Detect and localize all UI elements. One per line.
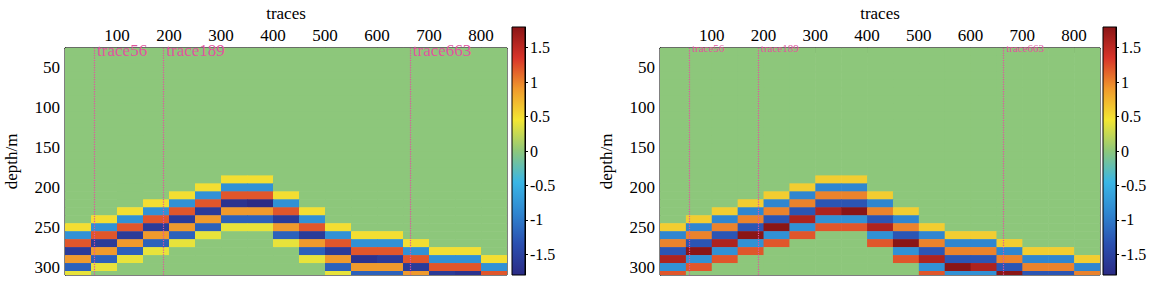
svg-text:150: 150 [630, 138, 656, 157]
svg-text:400: 400 [260, 26, 286, 45]
svg-text:-0.5: -0.5 [530, 177, 555, 194]
svg-text:1.5: 1.5 [530, 39, 550, 56]
svg-text:800: 800 [1061, 26, 1087, 45]
svg-text:-1.5: -1.5 [530, 246, 555, 263]
svg-text:300: 300 [208, 25, 234, 45]
svg-text:depth/m: depth/m [2, 134, 21, 190]
svg-text:trace189: trace189 [761, 42, 799, 54]
svg-text:400: 400 [854, 26, 880, 45]
svg-text:0: 0 [1121, 143, 1129, 160]
svg-text:300: 300 [630, 258, 656, 277]
svg-text:150: 150 [35, 138, 61, 157]
svg-text:300: 300 [35, 258, 61, 277]
svg-text:1: 1 [530, 74, 538, 91]
svg-text:traces: traces [266, 4, 306, 23]
svg-text:traces: traces [860, 4, 900, 23]
svg-text:1: 1 [1121, 74, 1129, 91]
svg-text:depth/m: depth/m [597, 134, 616, 190]
svg-text:-1: -1 [530, 211, 543, 228]
svg-text:trace663: trace663 [1006, 42, 1044, 54]
svg-text:600: 600 [364, 26, 390, 45]
svg-text:800: 800 [468, 26, 494, 45]
svg-text:250: 250 [35, 218, 61, 237]
svg-text:100: 100 [699, 25, 725, 45]
svg-text:200: 200 [630, 178, 656, 197]
svg-text:200: 200 [750, 25, 777, 45]
svg-text:0: 0 [530, 143, 538, 160]
svg-text:-0.5: -0.5 [1121, 177, 1146, 194]
svg-text:50: 50 [638, 58, 655, 77]
svg-text:0.5: 0.5 [1121, 108, 1141, 125]
svg-text:50: 50 [43, 58, 60, 77]
svg-text:200: 200 [156, 25, 182, 45]
svg-text:700: 700 [416, 25, 442, 45]
svg-text:300: 300 [803, 26, 829, 45]
svg-text:100: 100 [35, 98, 61, 117]
svg-text:700: 700 [1009, 25, 1036, 45]
svg-text:100: 100 [104, 25, 130, 45]
svg-text:-1.5: -1.5 [1121, 246, 1146, 263]
svg-text:200: 200 [35, 178, 61, 197]
svg-text:0.5: 0.5 [530, 108, 550, 125]
svg-text:600: 600 [958, 26, 984, 45]
svg-text:trace189: trace189 [166, 41, 225, 60]
svg-text:1.5: 1.5 [1121, 39, 1141, 56]
svg-text:trace56: trace56 [692, 42, 725, 54]
svg-text:500: 500 [312, 26, 338, 45]
svg-text:100: 100 [630, 98, 656, 117]
svg-text:500: 500 [906, 26, 932, 45]
svg-text:trace663: trace663 [413, 41, 472, 60]
svg-text:trace56: trace56 [97, 41, 147, 60]
svg-text:250: 250 [630, 218, 656, 237]
svg-text:-1: -1 [1121, 211, 1134, 228]
